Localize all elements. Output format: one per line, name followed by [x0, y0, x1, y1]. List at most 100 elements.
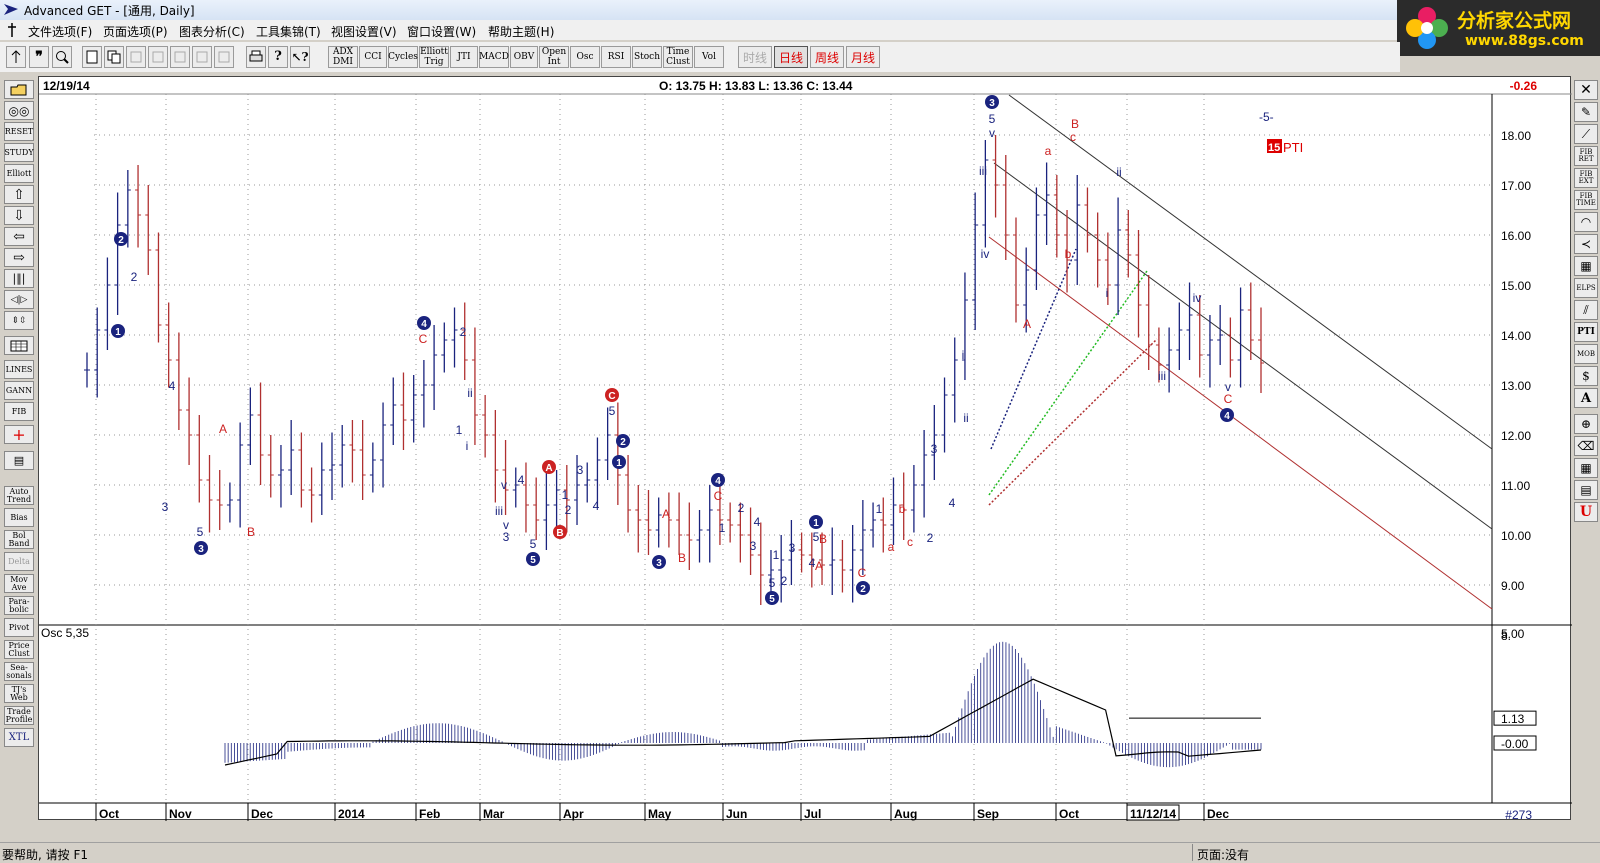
mov-ave-tool[interactable]: Mov Ave — [4, 574, 34, 593]
study-cci-button[interactable]: CCI — [359, 46, 387, 68]
period-monthly-button[interactable]: 月线 — [846, 46, 880, 68]
layout-button[interactable] — [170, 46, 190, 68]
study-elliott-trig-button[interactable]: Elliott Trig — [419, 46, 449, 68]
menu-chart[interactable]: 图表分析(C) — [179, 25, 245, 39]
box-tool[interactable]: ▦ — [1574, 256, 1598, 276]
menu-page[interactable]: 页面选项(P) — [103, 25, 168, 39]
dollar-tool[interactable]: $ — [1574, 366, 1598, 386]
study-obv-button[interactable]: OBV — [510, 46, 538, 68]
gann-tool[interactable]: GANN — [4, 381, 34, 400]
reset-tool[interactable]: RESET — [4, 122, 34, 141]
mob-tool[interactable]: MOB — [1574, 344, 1598, 364]
properties-tool[interactable]: ▤ — [4, 451, 34, 470]
app-icon — [4, 4, 18, 15]
chart-window[interactable]: 12/19/14 O: 13.75 H: 13.83 L: 13.36 C: 1… — [38, 76, 1572, 822]
study-rsi-button[interactable]: RSI — [601, 46, 631, 68]
tjs-web-tool[interactable]: TJ's Web — [4, 684, 34, 703]
open-folder-tool[interactable] — [4, 80, 34, 99]
tile-button[interactable] — [214, 46, 234, 68]
pivot-tool[interactable]: Pivot — [4, 618, 34, 637]
oscillator-label: Osc 5,35 — [41, 626, 89, 640]
pencil-tool[interactable]: ✎ — [1574, 102, 1598, 122]
compress-horizontal-tool[interactable]: ◁|▷ — [4, 290, 34, 309]
fib-ret-tool[interactable]: FIB RET — [1574, 146, 1598, 166]
help-button[interactable]: ? — [268, 46, 288, 68]
scroll-down-tool[interactable]: ⇩ — [4, 206, 34, 225]
study-open-int-button[interactable]: Open Int — [539, 46, 569, 68]
study-tool[interactable]: STUDY — [4, 143, 34, 162]
study-adx-dmi-button[interactable]: ADX DMI — [328, 46, 358, 68]
study-stoch-button[interactable]: Stoch — [632, 46, 662, 68]
study-jti-button[interactable]: JTI — [450, 46, 478, 68]
delta-tool[interactable]: Delta — [4, 552, 34, 571]
back-button[interactable] — [126, 46, 146, 68]
open-button[interactable] — [104, 46, 124, 68]
cursor-tool-button[interactable] — [6, 46, 26, 68]
menu-help[interactable]: 帮助主题(H) — [488, 25, 555, 39]
xtl-tool[interactable]: XTL — [4, 728, 34, 747]
price-bar — [267, 435, 274, 498]
price-bar — [461, 302, 468, 380]
period-weekly-button[interactable]: 周线 — [810, 46, 844, 68]
binoculars-tool[interactable]: ◎◎ — [4, 101, 34, 120]
forward-button[interactable] — [148, 46, 168, 68]
pin-icon[interactable] — [6, 23, 18, 37]
fib-ext-tool[interactable]: FIB EXT — [1574, 168, 1598, 188]
arc-tool[interactable]: ◠ — [1574, 212, 1598, 232]
study-vol-button[interactable]: Vol — [694, 46, 724, 68]
fib-time-tool[interactable]: FIB TIME — [1574, 190, 1598, 210]
study-macd-button[interactable]: MACD — [479, 46, 509, 68]
pti-tool[interactable]: PTI — [1574, 322, 1598, 342]
study-cycles-button[interactable]: Cycles — [388, 46, 418, 68]
zoom-button[interactable] — [52, 46, 72, 68]
magnet-tool[interactable]: U — [1574, 502, 1598, 522]
parabolic-tool[interactable]: Para-bolic — [4, 596, 34, 615]
text-tool[interactable]: A — [1574, 388, 1598, 408]
scroll-right-tool[interactable]: ⇨ — [4, 248, 34, 267]
trade-profile-tool[interactable]: Trade Profile — [4, 706, 34, 725]
scroll-left-tool[interactable]: ⇦ — [4, 227, 34, 246]
elliott-tool[interactable]: Elliott — [4, 164, 34, 183]
compress-vertical-tool[interactable]: ⇕⇳ — [4, 311, 34, 330]
study-osc-button[interactable]: Osc — [570, 46, 600, 68]
table-tool[interactable] — [4, 336, 34, 355]
fan-tool[interactable]: ≺ — [1574, 234, 1598, 254]
bol-band-tool[interactable]: Bol Band — [4, 530, 34, 549]
time-tick-label: Dec — [1207, 807, 1229, 821]
menu-view[interactable]: 视图设置(V) — [331, 25, 397, 39]
ellipse-tool[interactable]: ELPS — [1574, 278, 1598, 298]
channel-tool[interactable]: ⫽ — [1574, 300, 1598, 320]
close-chart-tool[interactable]: ✕ — [1574, 80, 1598, 100]
bias-tool[interactable]: Bias — [4, 508, 34, 527]
price-bar — [584, 462, 591, 503]
context-help-button[interactable]: ↖? — [290, 46, 310, 68]
bars-tool[interactable]: |‖| — [4, 269, 34, 288]
wave-label: 1 — [876, 502, 883, 516]
zoom-tool[interactable]: ⊕ — [1574, 414, 1598, 434]
lines-tool[interactable]: LINES — [4, 360, 34, 379]
crosshair-tool[interactable]: + — [4, 425, 34, 444]
price-chart[interactable]: 12/19/14 O: 13.75 H: 13.83 L: 13.36 C: 1… — [39, 77, 1572, 822]
price-clust-tool[interactable]: Price Clust — [4, 640, 34, 659]
menu-file[interactable]: 文件选项(F) — [28, 25, 93, 39]
fib-tool[interactable]: FIB — [4, 402, 34, 421]
wave-label: 3 — [162, 500, 169, 514]
period-hourly-button[interactable]: 时线 — [738, 46, 772, 68]
quote-button[interactable]: ❞ — [29, 46, 49, 68]
seasonals-tool[interactable]: Sea-sonals — [4, 662, 34, 681]
period-daily-button[interactable]: 日线 — [774, 46, 808, 68]
calendar-tool[interactable]: ▦ — [1574, 458, 1598, 478]
menu-window[interactable]: 窗口设置(W) — [407, 25, 477, 39]
new-button[interactable] — [82, 46, 102, 68]
grid-tool[interactable]: ▤ — [1574, 480, 1598, 500]
wave-circle-marker — [652, 555, 666, 569]
price-bar — [1094, 212, 1101, 288]
study-time-clust-button[interactable]: Time Clust — [663, 46, 693, 68]
grid-button[interactable] — [192, 46, 212, 68]
scroll-up-tool[interactable]: ⇧ — [4, 185, 34, 204]
auto-trend-tool[interactable]: Auto Trend — [4, 486, 34, 505]
menu-tools[interactable]: 工具集锦(T) — [256, 25, 321, 39]
trendline-tool[interactable]: ⟋ — [1574, 124, 1598, 144]
eraser-tool[interactable]: ⌫ — [1574, 436, 1598, 456]
print-button[interactable] — [246, 46, 266, 68]
